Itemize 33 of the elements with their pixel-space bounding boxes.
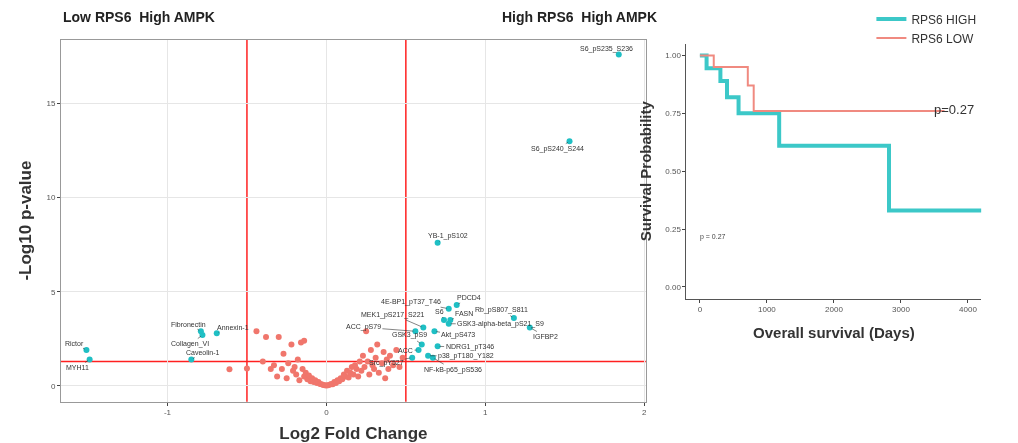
y-axis-title: -Log10 p-value	[16, 160, 36, 281]
legend-label: RPS6 LOW	[911, 31, 975, 46]
point	[425, 352, 432, 359]
y-tick-label: 1.00	[665, 51, 682, 61]
point	[409, 354, 416, 361]
y-tick-label: 15	[46, 99, 56, 109]
x-tick-label: 4000	[959, 305, 978, 315]
x-tick-label: 0	[324, 408, 330, 418]
y-axis-title: Survival Probability	[636, 100, 654, 242]
x-axis-title: Overall survival (Days)	[753, 324, 915, 342]
text: High RPS6 High AMPK	[502, 9, 658, 25]
point	[445, 320, 452, 327]
point	[445, 305, 452, 312]
y-tick-label: 0.25	[665, 224, 682, 234]
y-tick-label: 0.00	[665, 282, 682, 292]
y-tick-label: 10	[46, 193, 56, 203]
y-tick-label: 0.50	[665, 167, 682, 177]
x-tick-label: -1	[163, 408, 172, 418]
text: Low RPS6 High AMPK	[63, 9, 215, 25]
y-tick-label: 5	[50, 287, 56, 297]
legend-label: RPS6 HIGH	[911, 12, 977, 27]
x-tick-label: 2	[641, 408, 647, 418]
x-tick-label: 2000	[825, 305, 844, 315]
point	[420, 324, 427, 331]
y-tick-label: 0.75	[665, 109, 682, 119]
x-tick-label: 0	[697, 305, 703, 315]
x-tick-label: 3000	[892, 305, 911, 315]
y-tick-label: 0	[50, 381, 56, 391]
point	[434, 343, 441, 350]
x-axis-title: Log2 Fold Change	[279, 424, 428, 443]
x-tick-label: 1000	[758, 305, 777, 315]
x-tick-label: 1	[483, 408, 489, 418]
annotation: p=0.27	[934, 102, 975, 117]
